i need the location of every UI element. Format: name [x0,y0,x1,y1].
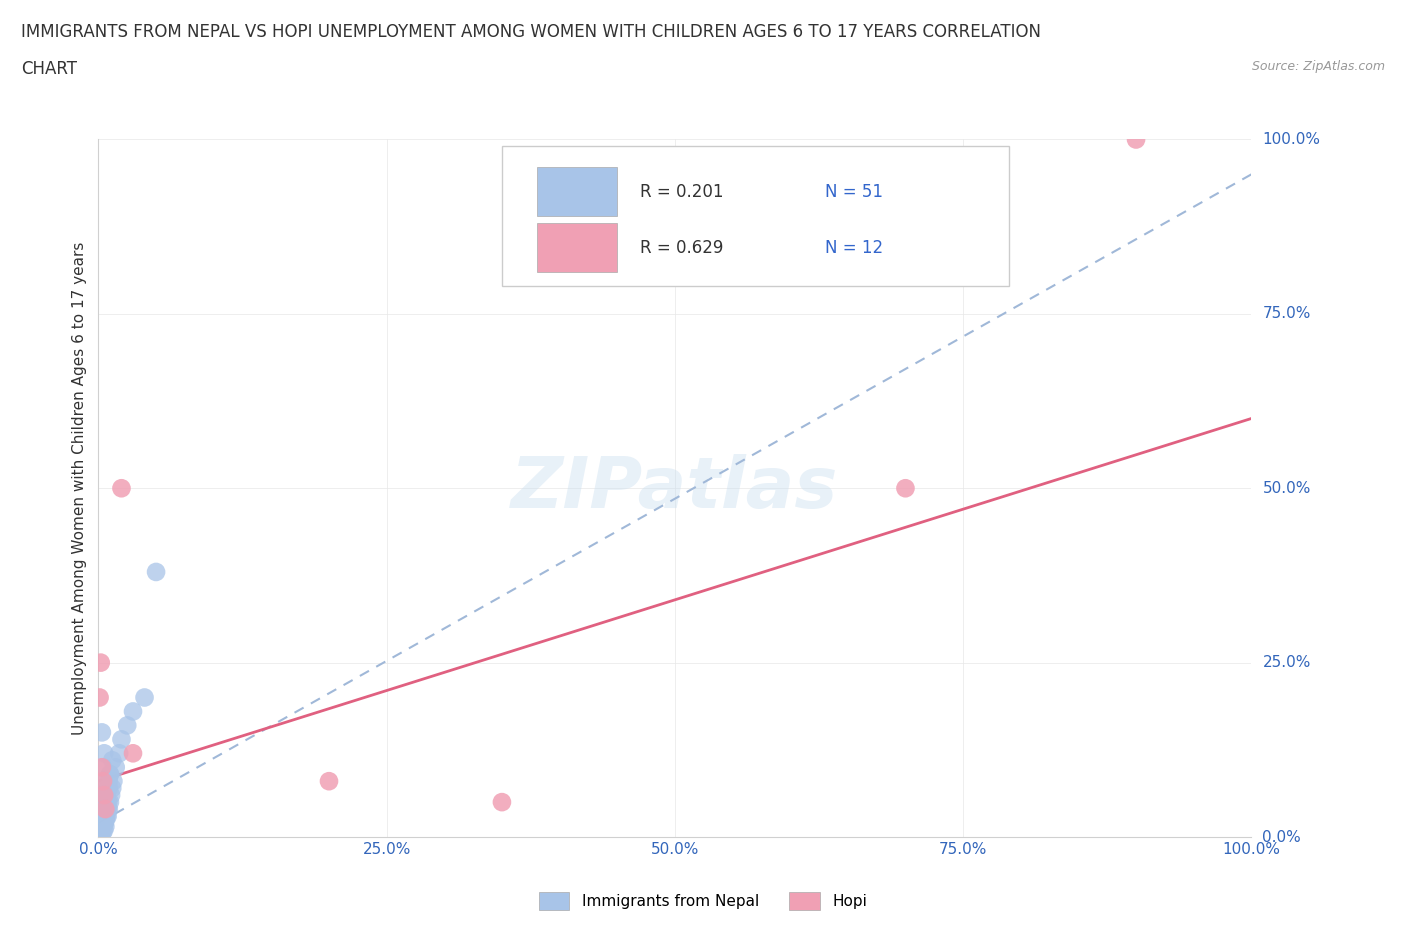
Point [97,774,120,789]
Point [91,812,114,827]
Point [89,826,111,841]
Point [91,760,114,775]
Point [93,816,115,830]
Point [91,774,114,789]
Point [97,781,120,796]
Point [145,565,167,579]
Point [98,766,121,781]
Point [93,794,115,809]
Point [90,809,112,824]
Text: 25.0%: 25.0% [1263,655,1310,671]
Point [89,690,111,705]
Point [94,798,117,813]
Point [90,655,112,670]
Point [94,816,117,830]
Point [96,809,118,824]
Point [110,481,132,496]
Y-axis label: Unemployment Among Women with Children Ages 6 to 17 years: Unemployment Among Women with Children A… [72,242,87,735]
Text: N = 51: N = 51 [825,183,883,201]
Point [96,788,118,803]
Text: 0.0%: 0.0% [1263,830,1301,844]
Legend: Immigrants from Nepal, Hopi: Immigrants from Nepal, Hopi [531,884,875,918]
Point [94,802,117,817]
Text: ZIPatlas: ZIPatlas [512,454,838,523]
Text: 100.0%: 100.0% [1263,132,1320,147]
Point [97,802,120,817]
Point [91,826,114,841]
Point [101,781,124,796]
Text: IMMIGRANTS FROM NEPAL VS HOPI UNEMPLOYMENT AMONG WOMEN WITH CHILDREN AGES 6 TO 1: IMMIGRANTS FROM NEPAL VS HOPI UNEMPLOYME… [21,23,1040,41]
Text: R = 0.629: R = 0.629 [640,239,724,257]
Point [94,794,117,809]
Point [93,746,115,761]
Point [90,725,112,740]
Point [97,802,120,817]
Point [91,802,114,817]
Text: 50.0%: 50.0% [1263,481,1310,496]
Point [103,774,125,789]
Point [1125,132,1147,147]
Point [894,481,917,496]
Point [94,805,117,820]
Point [97,794,120,809]
Point [491,794,513,809]
Text: N = 12: N = 12 [825,239,883,257]
Point [101,753,124,768]
Text: CHART: CHART [21,60,77,78]
Point [98,794,121,809]
Point [108,746,131,761]
Point [93,809,115,824]
FancyBboxPatch shape [537,167,617,217]
Point [94,774,117,789]
Point [91,819,114,834]
Text: Source: ZipAtlas.com: Source: ZipAtlas.com [1251,60,1385,73]
Point [96,784,118,799]
Point [89,823,111,837]
Point [122,704,145,719]
Point [97,809,120,824]
Point [110,732,132,747]
Point [93,805,115,820]
Text: R = 0.201: R = 0.201 [640,183,724,201]
Point [90,823,112,837]
FancyBboxPatch shape [502,147,1010,286]
Point [90,816,112,830]
Point [97,781,120,796]
Point [93,823,115,837]
Point [93,788,115,803]
Point [90,828,112,843]
Point [134,690,156,705]
Point [117,718,139,733]
Point [318,774,340,789]
Point [90,760,112,775]
Text: 75.0%: 75.0% [1263,306,1310,322]
Point [96,802,118,817]
Point [122,746,145,761]
Point [94,819,117,834]
Point [94,812,117,827]
Point [94,788,117,803]
Point [100,788,122,803]
Point [98,766,121,781]
Point [104,760,127,775]
FancyBboxPatch shape [537,223,617,272]
